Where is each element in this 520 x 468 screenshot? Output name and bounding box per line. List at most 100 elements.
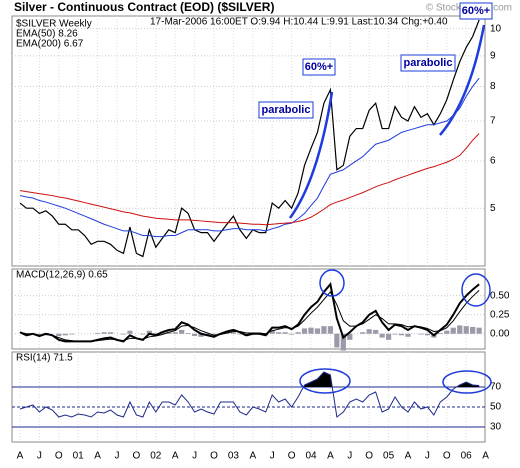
legend-entry: $SILVER Weekly — [16, 19, 92, 30]
trend-line — [288, 91, 334, 219]
annotation: parabolic — [262, 104, 311, 116]
histogram-bar — [269, 330, 275, 334]
histogram-bar — [101, 332, 107, 334]
highlight-circle — [299, 368, 351, 394]
price-panel — [11, 15, 486, 267]
x-tick-label: J — [192, 451, 197, 462]
x-tick-label: J — [270, 451, 275, 462]
x-tick-label: O — [288, 451, 296, 462]
macd-title: MACD(12,26,9) 0.65 — [16, 270, 108, 281]
histogram-bar — [450, 327, 456, 334]
histogram-bar — [463, 326, 469, 334]
y-tick-label: 0.25 — [490, 309, 510, 320]
histogram-bar — [470, 326, 476, 334]
histogram-bar — [360, 332, 366, 334]
series-line — [19, 77, 480, 238]
highlight-circle — [461, 273, 491, 307]
histogram-bar — [62, 333, 68, 336]
x-tick-label: J — [347, 451, 352, 462]
x-tick-label: 06 — [461, 451, 473, 462]
y-tick-label: 50 — [490, 402, 502, 413]
x-tick-label: J — [425, 451, 430, 462]
annotation: parabolic — [404, 57, 453, 69]
histogram-bar — [185, 333, 191, 334]
x-tick-label: A — [327, 451, 334, 462]
histogram-bar — [386, 333, 392, 340]
histogram-bar — [230, 332, 236, 334]
histogram-bar — [437, 333, 443, 334]
histogram-bar — [237, 333, 243, 335]
series-line — [19, 371, 480, 418]
quote: 17-Mar-2006 16:00ET O:9.94 H:10.44 L:9.9… — [150, 17, 448, 28]
histogram-bar — [153, 333, 159, 334]
annotation: 60%+ — [462, 5, 490, 17]
trend-line — [439, 24, 486, 136]
y-tick-label: 70 — [490, 382, 502, 393]
x-tick-label: A — [94, 451, 101, 462]
y-tick-label: 8 — [490, 81, 496, 92]
x-tick-label: A — [405, 451, 412, 462]
histogram-bar — [69, 333, 75, 335]
y-tick-label: 5 — [490, 203, 496, 214]
histogram-bar — [379, 333, 385, 338]
histogram-bar — [56, 333, 62, 337]
histogram-bar — [366, 329, 372, 334]
annotation: 60%+ — [305, 61, 333, 73]
x-tick-label: 01 — [73, 451, 85, 462]
histogram-bar — [107, 332, 114, 334]
histogram-bar — [95, 333, 101, 334]
rsi-panel — [11, 351, 486, 443]
histogram-bar — [276, 332, 282, 334]
x-tick-label: A — [172, 451, 179, 462]
histogram-bar — [295, 332, 301, 334]
highlight-circle — [442, 370, 492, 394]
y-tick-label: 7 — [490, 116, 496, 127]
macd-panel — [11, 268, 486, 350]
histogram-bar — [373, 329, 379, 334]
y-tick-label: 0.00 — [490, 328, 510, 339]
histogram-bar — [282, 332, 288, 334]
legend-entry: EMA(200) 6.67 — [16, 39, 84, 50]
chart-title: Silver - Continuous Contract (EOD) ($SIL… — [14, 0, 274, 14]
histogram-bar — [146, 330, 152, 334]
x-tick-label: O — [133, 451, 141, 462]
histogram-bar — [127, 330, 133, 334]
x-tick-label: A — [249, 451, 256, 462]
y-tick-label: 10 — [490, 23, 502, 34]
x-tick-label: A — [482, 451, 489, 462]
x-tick-label: A — [17, 451, 24, 462]
x-tick-label: 05 — [383, 451, 395, 462]
histogram-bar — [321, 326, 327, 334]
histogram-bar — [192, 333, 198, 337]
x-tick-label: 04 — [305, 451, 317, 462]
x-tick-label: 02 — [150, 451, 162, 462]
histogram-bar — [301, 328, 308, 334]
histogram-bar — [392, 333, 398, 335]
histogram-bar — [347, 333, 353, 340]
histogram-bar — [398, 333, 405, 336]
histogram-bar — [172, 332, 178, 334]
highlight-circle — [319, 269, 345, 297]
annotation-box — [459, 2, 493, 20]
annotation-box — [302, 58, 336, 76]
annotation-box — [400, 54, 456, 72]
histogram-bar — [457, 325, 463, 334]
histogram-bar — [120, 333, 127, 335]
histogram-bar — [418, 333, 424, 335]
histogram-bar — [405, 333, 411, 337]
y-tick-label: 9 — [490, 51, 496, 62]
x-tick-label: 03 — [228, 451, 240, 462]
histogram-bar — [314, 328, 321, 334]
histogram-bar — [444, 330, 450, 334]
histogram-bar — [179, 329, 185, 334]
histogram-bar — [476, 327, 482, 334]
histogram-bar — [198, 333, 204, 337]
x-tick-label: O — [210, 451, 218, 462]
histogram-bar — [308, 327, 314, 334]
histogram-bar — [211, 333, 217, 336]
x-tick-label: O — [55, 451, 63, 462]
series-line — [19, 133, 480, 226]
histogram-bar — [36, 333, 42, 335]
y-tick-label: 30 — [490, 422, 502, 433]
